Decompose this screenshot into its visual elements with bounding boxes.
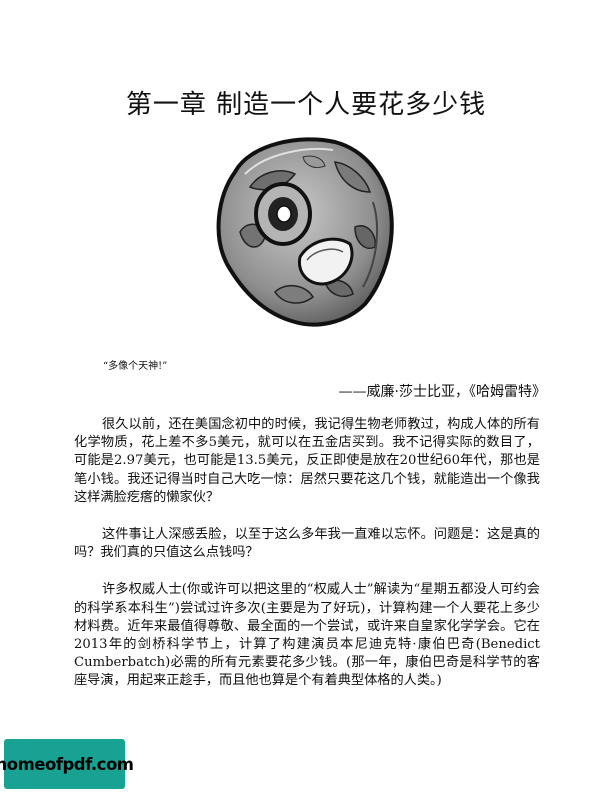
- paragraph: 许多权威人士(你或许可以把这里的“权威人士”解读为“星期五都没人可约会的科学系本…: [74, 582, 540, 689]
- watermark-text: homeofpdf.com: [0, 754, 134, 774]
- watermark-badge[interactable]: homeofpdf.com: [0, 739, 134, 789]
- paragraph: 这件事让人深感丢脸，以至于这么多年我一直难以忘怀。问题是：这是真的吗？我们真的只…: [74, 527, 540, 561]
- paragraph: 很久以前，还在美国念初中的时候，我记得生物老师教过，构成人体的所有化学物质，花上…: [74, 417, 540, 505]
- epigraph-source: ——威廉·莎士比亚，《哈姆雷特》: [338, 384, 546, 400]
- body-text: 很久以前，还在美国念初中的时候，我记得生物老师教过，构成人体的所有化学物质，花上…: [74, 416, 540, 710]
- rock-mineral-illustration: [216, 137, 394, 327]
- page-title: 第一章 制造一个人要花多少钱: [125, 90, 487, 120]
- epigraph-quote: “多像个天神!”: [103, 361, 168, 372]
